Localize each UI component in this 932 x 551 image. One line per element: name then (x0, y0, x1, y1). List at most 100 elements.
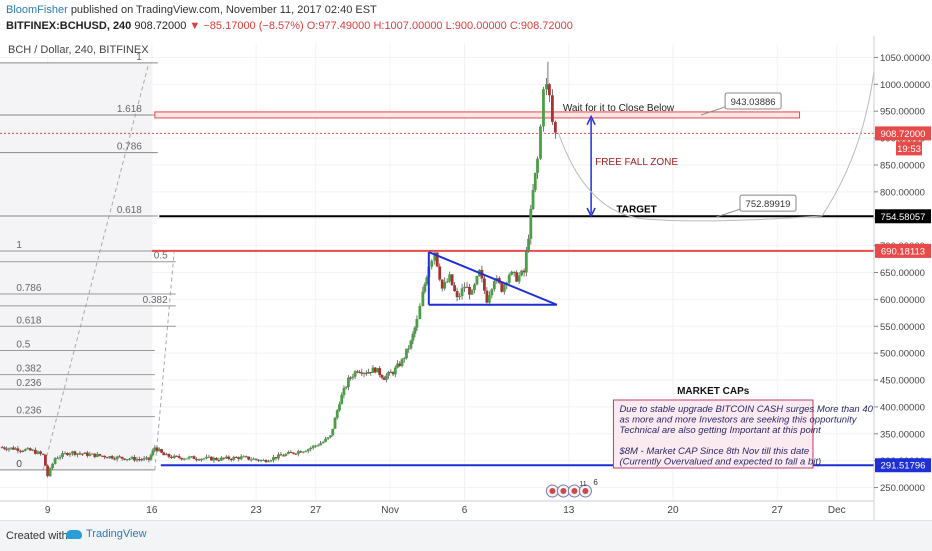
cloud-icon (66, 529, 82, 539)
fib-level-label: 0.236 (16, 378, 41, 389)
candle-body (309, 447, 313, 450)
candle-body (73, 451, 77, 455)
candle-body (277, 454, 280, 459)
candle-body (335, 410, 339, 418)
candle-body (237, 457, 241, 460)
time-axis: 9 16 23 27 Nov 6 13 20 27 Dec (0, 500, 874, 516)
candle-body (172, 455, 176, 459)
close-value: C:908.72000 (509, 20, 573, 32)
candle-body (164, 453, 168, 456)
candle-body (118, 456, 122, 458)
candle-body (291, 452, 295, 454)
candle-body (389, 371, 393, 373)
candle-body (239, 456, 243, 460)
time-tick-label: 27 (310, 505, 322, 516)
candle-body (517, 275, 521, 282)
candle-body (95, 454, 99, 457)
candle-body (18, 450, 22, 452)
candle-body (247, 456, 251, 460)
candle-body (284, 453, 288, 456)
candle-body (272, 457, 275, 461)
candle-body (41, 453, 45, 455)
event-count: 11 (579, 481, 586, 488)
fib-trend-line (154, 250, 175, 470)
candle-body (448, 274, 452, 282)
event-flag-dot-icon (571, 488, 578, 494)
tradingview-logo[interactable]: TradingView (66, 528, 147, 540)
candle-body (360, 372, 364, 374)
candle-body (279, 454, 283, 456)
candle-body (545, 84, 548, 90)
candle-body (267, 461, 270, 463)
candle-body (192, 456, 196, 460)
countdown-text: 19:53 (897, 144, 921, 155)
candle-body (147, 457, 151, 460)
candle-body (391, 372, 395, 375)
candle-body (524, 251, 528, 273)
callout-box (724, 92, 782, 110)
candle-body (232, 456, 236, 460)
time-tick-label: 9 (45, 505, 51, 516)
fib-level-label: 0.618 (16, 315, 41, 326)
price-chart[interactable]: 1 1.618 0.786 0.618 1 0.5 0.786 0.382 0.618 0.5 0.… (0, 36, 932, 520)
candle-body (364, 372, 368, 374)
candle-body (160, 449, 163, 453)
market-caps-line: $8M - Market CAP Since 8th Nov till this… (618, 446, 809, 457)
candle-body (438, 266, 442, 280)
low-value: L:900.00000 (445, 20, 507, 32)
candle-body (382, 377, 386, 380)
author-link[interactable]: BloomFisher (6, 4, 68, 16)
candle-body (413, 327, 417, 334)
chart-area[interactable]: 1 1.618 0.786 0.618 1 0.5 0.786 0.382 0.618 0.5 0.… (0, 36, 932, 520)
candle-body (433, 252, 437, 261)
fib-level-label: 0.5 (16, 339, 30, 350)
candle-body (7, 448, 11, 450)
market-caps-line: Technical are also getting Important at … (619, 425, 821, 436)
candle-body (9, 447, 13, 449)
candle-body (170, 456, 173, 459)
candle-body (167, 453, 171, 457)
price-axis: 250.00000300.00000350.00000400.00000450.… (873, 36, 932, 520)
candle-body (490, 289, 494, 296)
arrow-down-head-icon (586, 207, 596, 218)
price-label-badge (875, 243, 931, 258)
candle-body (244, 456, 248, 458)
candle-body (16, 448, 20, 451)
price-label-text: 908.72000 (881, 129, 926, 140)
candle-body (294, 453, 298, 455)
callout-box (739, 194, 797, 212)
price-tick-label: 850.00000 (880, 160, 925, 171)
candle-body (177, 456, 181, 458)
tradingview-brand: TradingView (86, 528, 147, 540)
event-flag-dot-icon (582, 488, 589, 494)
symbol-line: BITFINEX:BCHUSD, 240 908.72000 ▼ −85.170… (6, 20, 573, 32)
candle-body (475, 276, 479, 285)
candle-body (66, 453, 69, 456)
fib-level-label: 1.618 (117, 104, 142, 115)
candle-body (105, 457, 109, 459)
callout-pointer (700, 106, 726, 116)
candle-body (197, 459, 201, 461)
candle-body (185, 458, 189, 460)
candle-body (61, 453, 64, 457)
candle-body (123, 458, 126, 460)
candle-body (274, 457, 278, 459)
candle-body (76, 453, 79, 455)
price-change: −85.17000 (−8.57%) (203, 20, 304, 32)
candle-body (380, 375, 384, 378)
candle-body (98, 454, 102, 456)
price-label-badge (875, 126, 931, 141)
candle-body (182, 458, 186, 460)
chart-title: BCH / Dollar, 240, BITFINEX (8, 44, 149, 56)
candles (0, 61, 557, 478)
candle-body (440, 279, 444, 289)
candle-body (485, 290, 489, 303)
candle-body (387, 371, 391, 376)
candle-body (264, 460, 268, 462)
candle-body (63, 453, 67, 455)
price-label-text: 754.58057 (881, 212, 926, 223)
arrow-up-head-icon (586, 114, 596, 125)
candle-body (502, 284, 506, 292)
candle-body (234, 456, 238, 458)
candle-body (421, 291, 425, 306)
